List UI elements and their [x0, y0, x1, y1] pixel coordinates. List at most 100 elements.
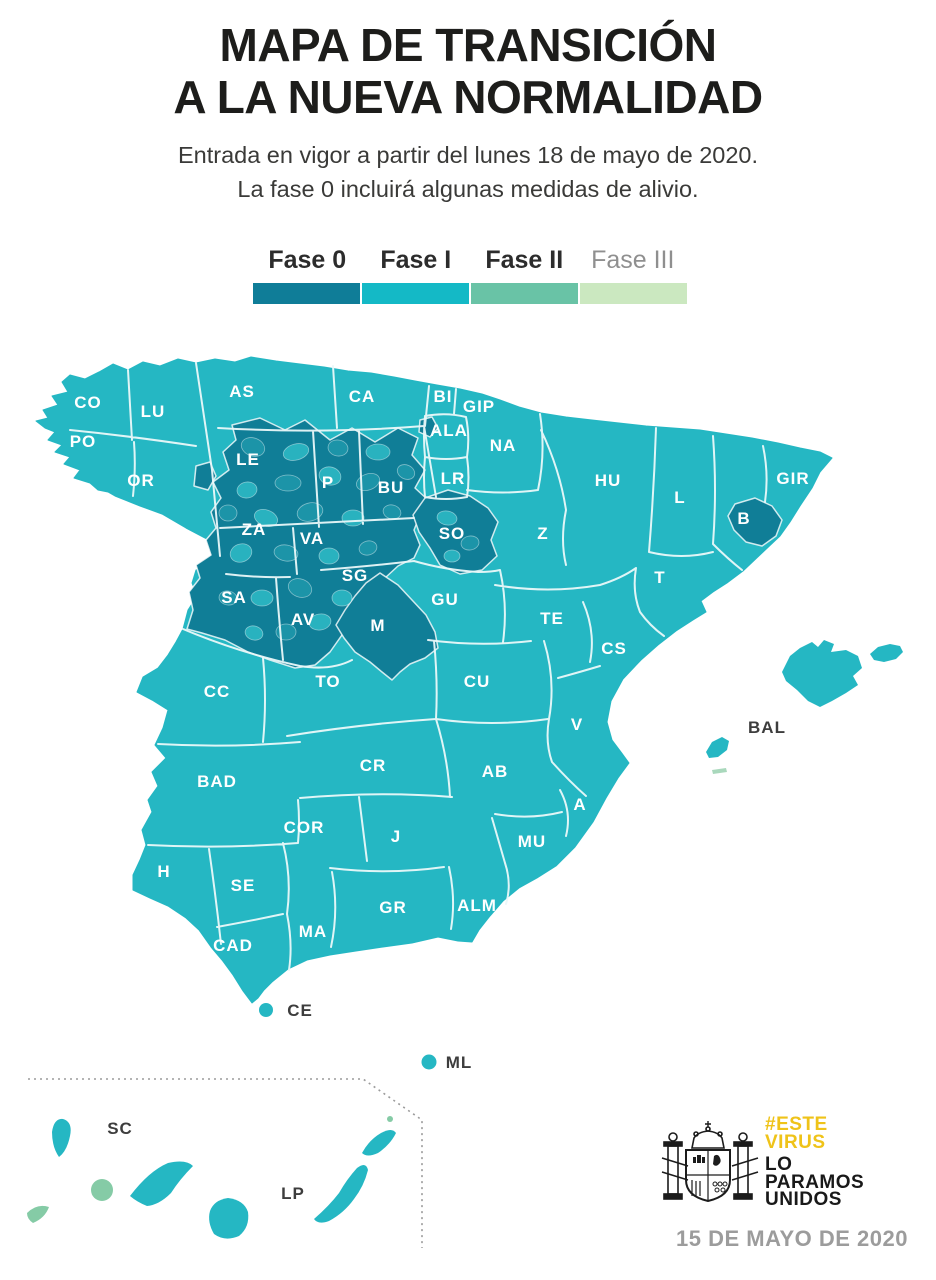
province-label-AB: AB: [482, 762, 509, 781]
province-label-J: J: [391, 827, 401, 846]
province-label-VA: VA: [300, 529, 324, 548]
ceuta-dot: [259, 1003, 273, 1017]
province-label-HU: HU: [595, 471, 622, 490]
melilla-dot: [421, 1054, 437, 1070]
province-label-TO: TO: [315, 672, 340, 691]
province-label-V: V: [571, 715, 583, 734]
legend-swatch-0: [253, 283, 360, 304]
province-label-BAD: BAD: [197, 772, 237, 791]
province-label-MU: MU: [518, 832, 546, 851]
hashtag-line-2: VIRUS: [765, 1131, 826, 1153]
province-label-ZA: ZA: [242, 520, 267, 539]
fuerteventura: [314, 1164, 368, 1223]
province-label-COR: COR: [284, 818, 325, 837]
province-label-Z: Z: [537, 524, 548, 543]
menorca: [870, 644, 903, 662]
province-label-SE: SE: [231, 876, 256, 895]
province-label-CU: CU: [464, 672, 491, 691]
province-label-H: H: [157, 862, 170, 881]
legend-swatch-1: [362, 283, 469, 304]
province-label-T: T: [654, 568, 665, 587]
province-label-LE: LE: [236, 450, 260, 469]
title-line-2: A LA NUEVA NORMALIDAD: [173, 70, 763, 123]
province-label-OR: OR: [127, 471, 155, 490]
province-label-GR: GR: [379, 898, 407, 917]
page-title: MAPA DE TRANSICIÓN A LA NUEVA NORMALIDAD: [0, 19, 936, 124]
subtitle: Entrada en vigor a partir del lunes 18 d…: [0, 138, 936, 206]
province-label-AV: AV: [291, 610, 315, 629]
province-label-B: B: [737, 509, 750, 528]
legend-label-2: Fase II: [485, 246, 564, 274]
campaign-line-1: LO: [765, 1154, 793, 1175]
province-label-PO: PO: [70, 432, 97, 451]
lanzarote: [362, 1130, 396, 1156]
province-label-ALM: ALM: [457, 896, 497, 915]
balearic-islands: [706, 640, 903, 774]
la-gomera: [91, 1179, 113, 1201]
province-label-BI: BI: [434, 387, 453, 406]
province-label-LP: LP: [281, 1184, 305, 1203]
province-label-CR: CR: [360, 756, 387, 775]
province-label-TE: TE: [540, 609, 564, 628]
legend-swatch-3: [580, 283, 687, 304]
province-label-CE: CE: [287, 1001, 313, 1020]
province-label-L: L: [674, 488, 685, 507]
province-label-LR: LR: [441, 469, 466, 488]
province-label-CC: CC: [204, 682, 231, 701]
formentera: [712, 768, 727, 774]
province-label-SC: SC: [107, 1119, 133, 1138]
province-label-BAL: BAL: [748, 718, 786, 737]
campaign-slogan: #ESTE VIRUS LO PARAMOS UNIDOS: [765, 1114, 865, 1210]
province-label-GIR: GIR: [776, 469, 809, 488]
province-label-NA: NA: [490, 436, 517, 455]
province-label-MA: MA: [299, 922, 327, 941]
province-label-LU: LU: [141, 402, 166, 421]
legend-label-0: Fase 0: [268, 246, 347, 274]
campaign-line-2: PARAMOS: [765, 1171, 865, 1193]
province-label-GIP: GIP: [463, 397, 495, 416]
phase0-blob-orense: [193, 461, 217, 491]
mainland-spain: [35, 356, 833, 1004]
la-graciosa: [387, 1116, 393, 1122]
phase-legend: Fase 0 Fase I Fase II Fase III: [253, 246, 687, 304]
province-label-CA: CA: [349, 387, 376, 406]
la-palma: [52, 1118, 71, 1157]
phase0-soria: [412, 489, 499, 575]
province-label-ML: ML: [446, 1053, 473, 1072]
mallorca: [782, 640, 862, 707]
phase0-barcelona: [727, 497, 783, 547]
province-label-SO: SO: [439, 524, 466, 543]
province-label-SA: SA: [221, 588, 247, 607]
province-label-CAD: CAD: [213, 936, 253, 955]
el-hierro: [27, 1205, 49, 1223]
legend-color-bar: [253, 283, 687, 304]
province-label-AS: AS: [229, 382, 255, 401]
province-label-A: A: [573, 795, 586, 814]
province-label-GU: GU: [431, 590, 459, 609]
province-label-P: P: [322, 473, 334, 492]
legend-swatch-2: [471, 283, 578, 304]
campaign-line-3: UNIDOS: [765, 1189, 842, 1210]
province-label-CS: CS: [601, 639, 627, 658]
ibiza: [706, 737, 729, 758]
publication-date: 15 DE MAYO DE 2020: [676, 1226, 908, 1251]
canary-islands: [27, 1116, 396, 1239]
hashtag-line-1: #ESTE: [765, 1114, 828, 1135]
tenerife: [130, 1161, 193, 1206]
title-line-1: MAPA DE TRANSICIÓN: [219, 19, 718, 71]
province-label-SG: SG: [342, 566, 369, 585]
legend-labels: Fase 0 Fase I Fase II Fase III: [253, 246, 687, 275]
subtitle-line-2: La fase 0 incluirá algunas medidas de al…: [237, 176, 699, 203]
gran-canaria: [209, 1198, 249, 1239]
province-label-CO: CO: [74, 393, 102, 412]
legend-label-3: Fase III: [591, 246, 675, 274]
province-borders: [69, 362, 768, 971]
province-label-BU: BU: [378, 478, 405, 497]
phase0-madrid: [335, 572, 439, 681]
municipality-mosaic: [218, 437, 480, 641]
subtitle-line-1: Entrada en vigor a partir del lunes 18 d…: [177, 142, 759, 168]
legend-label-1: Fase I: [380, 246, 452, 274]
